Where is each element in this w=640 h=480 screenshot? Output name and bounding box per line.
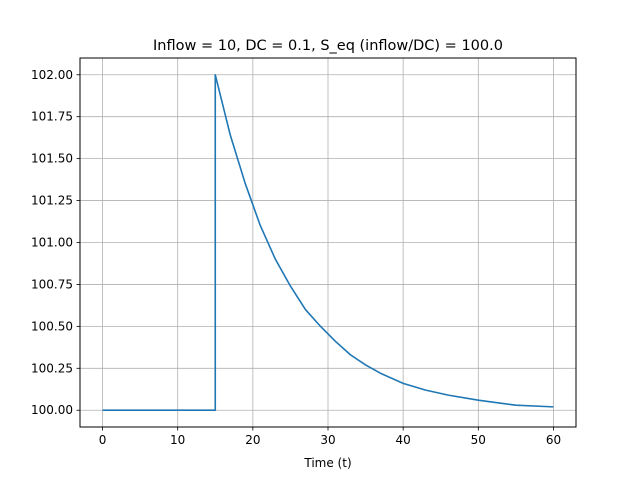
y-tick-label: 101.50 — [31, 152, 73, 166]
y-tick-label: 100.50 — [31, 319, 73, 333]
y-tick-label: 101.25 — [31, 194, 73, 208]
chart-title: Inflow = 10, DC = 0.1, S_eq (inflow/DC) … — [153, 38, 503, 54]
x-tick-label: 50 — [471, 433, 486, 447]
y-tick-label: 102.00 — [31, 68, 73, 82]
y-tick-label: 101.75 — [31, 110, 73, 124]
x-tick-label: 20 — [245, 433, 260, 447]
x-tick-label: 10 — [170, 433, 185, 447]
y-tick-label: 101.00 — [31, 236, 73, 250]
x-tick-label: 60 — [546, 433, 561, 447]
series-layer — [102, 73, 554, 412]
x-tick-label: 30 — [320, 433, 335, 447]
y-tick-label: 100.25 — [31, 361, 73, 375]
x-axis-title: Time (t) — [303, 456, 351, 470]
y-tick-label: 100.75 — [31, 277, 73, 291]
x-axis: 0 10 20 30 40 50 60 — [99, 427, 561, 447]
series-line — [102, 73, 554, 412]
x-tick-label: 40 — [396, 433, 411, 447]
y-tick-label: 100.00 — [31, 403, 73, 417]
grid — [80, 58, 576, 427]
y-axis: 100.00 100.25 100.50 100.75 101.00 101.25 101.… — [31, 68, 80, 417]
x-tick-label: 0 — [99, 433, 107, 447]
